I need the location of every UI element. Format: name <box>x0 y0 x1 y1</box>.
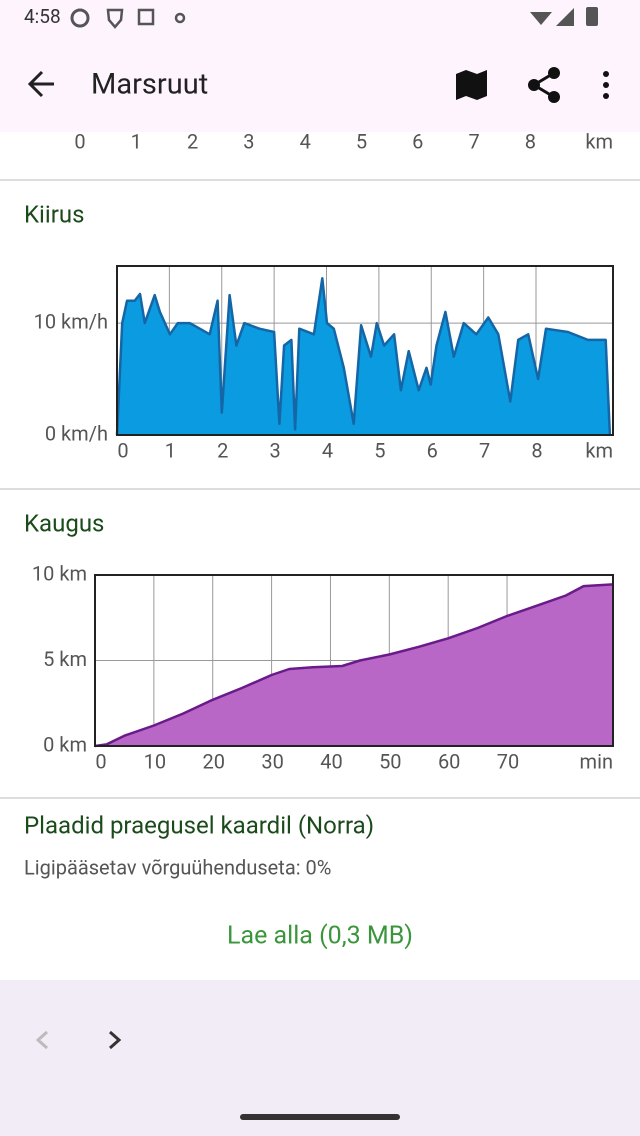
x-tick-label: 8 <box>525 129 536 153</box>
status-time: 4:58 <box>24 5 61 28</box>
x-tick-label: 60 <box>438 749 460 773</box>
tiles-title: Plaadid praegusel kaardil (Norra) <box>24 811 374 839</box>
x-tick-label: 1 <box>165 438 176 462</box>
x-tick-label: 2 <box>187 129 198 153</box>
x-tick-label: 4 <box>322 438 333 462</box>
x-tick-label: 3 <box>243 129 254 153</box>
x-tick-label: 50 <box>379 749 401 773</box>
download-button[interactable]: Lae alla (0,3 MB) <box>227 922 413 951</box>
area <box>95 584 613 746</box>
chart-title: Kiirus <box>24 200 84 228</box>
x-unit: min <box>580 749 613 773</box>
top-axis: 0 1 2 3 4 5 6 7 8 km <box>74 129 613 153</box>
x-tick-label: 2 <box>217 438 228 462</box>
y-tick-label: 10 km <box>32 561 87 585</box>
plot-frame <box>116 265 614 436</box>
x-tick-label: 10 <box>144 749 166 773</box>
x-tick-label: 1 <box>131 129 142 153</box>
next-button[interactable] <box>109 1030 122 1050</box>
app-title: Marsruut <box>91 68 208 102</box>
bottom-bar <box>0 980 640 1136</box>
x-tick-label: 3 <box>270 438 281 462</box>
back-button[interactable] <box>27 70 54 98</box>
x-tick-label: 20 <box>202 749 224 773</box>
y-tick-label: 0 km <box>43 732 87 756</box>
x-tick-label: 5 <box>374 438 385 462</box>
chart-title: Kaugus <box>24 509 104 537</box>
x-tick-label: 40 <box>320 749 342 773</box>
x-tick-label: 0 <box>95 749 106 773</box>
x-tick-label: 8 <box>531 438 542 462</box>
tiles-offline: Ligipääsetav võrguühenduseta: 0% <box>24 855 331 879</box>
x-tick-label: 4 <box>300 129 311 153</box>
line <box>94 583 614 748</box>
plot-frame <box>94 574 614 747</box>
x-tick-label: 0 <box>117 438 128 462</box>
prev-button[interactable] <box>35 1030 48 1050</box>
x-tick-label: 0 <box>74 129 85 153</box>
status-icons <box>70 7 598 29</box>
line <box>115 277 612 436</box>
x-unit: km <box>585 129 613 153</box>
share-button[interactable] <box>528 67 560 103</box>
x-tick-label: 30 <box>261 749 283 773</box>
x-unit: km <box>585 438 613 462</box>
x-tick-label: 70 <box>497 749 519 773</box>
y-tick-label: 10 km/h <box>34 309 108 333</box>
x-tick-label: 6 <box>412 129 423 153</box>
area <box>117 278 610 435</box>
y-tick-label: 0 km/h <box>45 421 108 445</box>
x-tick-label: 7 <box>468 129 479 153</box>
app-bar-bg <box>0 0 640 132</box>
x-tick-label: 5 <box>356 129 367 153</box>
home-indicator <box>240 1114 400 1120</box>
x-tick-label: 6 <box>427 438 438 462</box>
y-tick-label: 5 km <box>43 647 87 671</box>
map-button[interactable] <box>456 70 487 100</box>
x-tick-label: 7 <box>479 438 490 462</box>
more-button[interactable] <box>603 71 609 99</box>
